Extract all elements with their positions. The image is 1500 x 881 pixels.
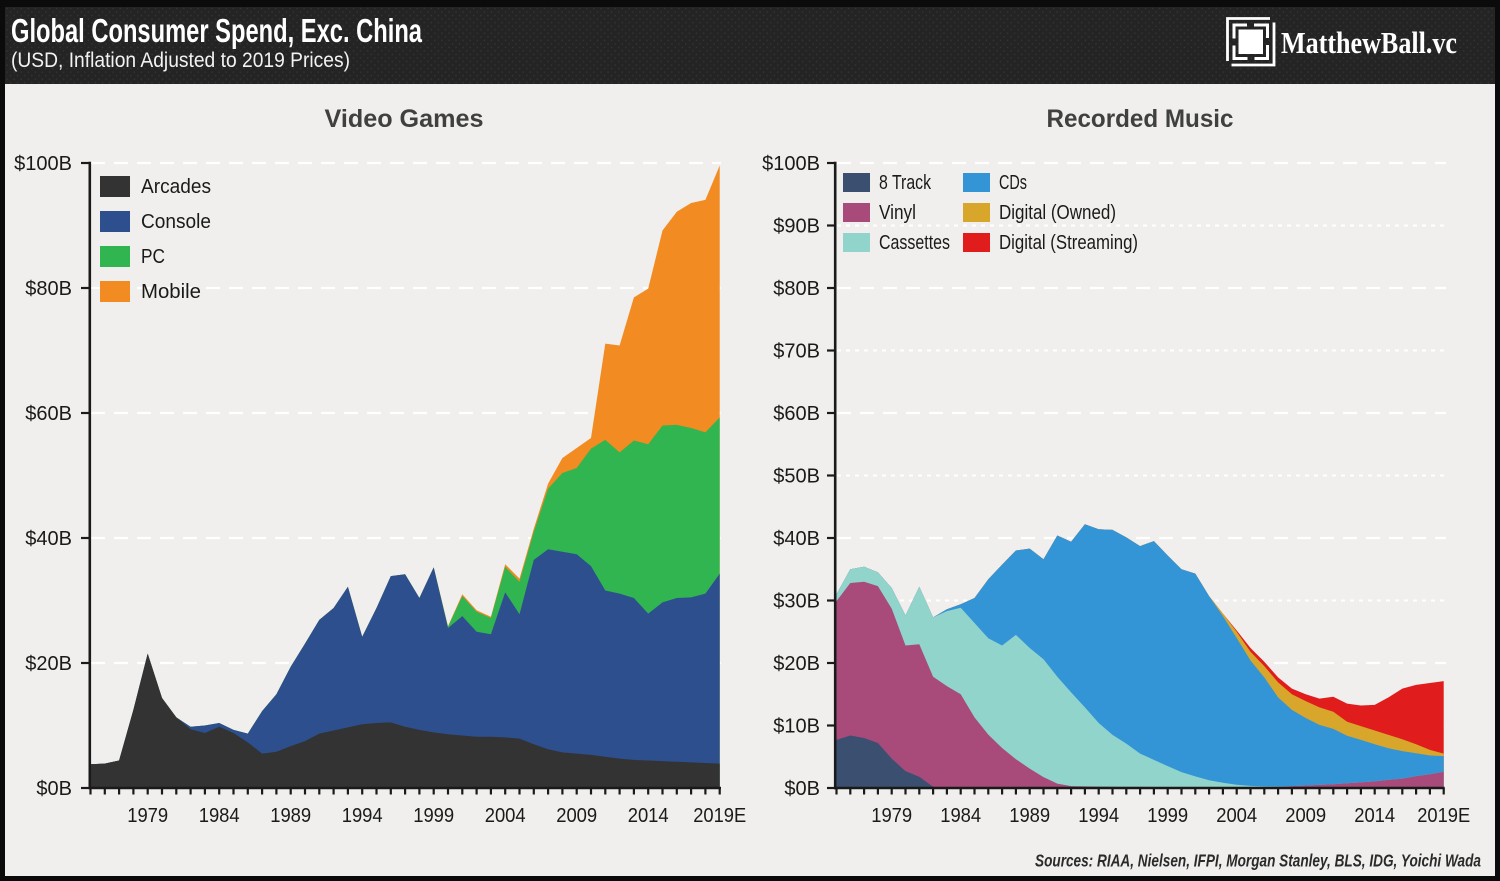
svg-text:$30B: $30B: [773, 591, 820, 613]
svg-text:Cassettes: Cassettes: [879, 232, 950, 254]
svg-text:2009: 2009: [1285, 804, 1326, 827]
svg-text:Mobile: Mobile: [141, 281, 201, 303]
svg-text:Recorded Music: Recorded Music: [1047, 105, 1234, 133]
svg-text:2004: 2004: [1216, 804, 1257, 827]
svg-text:$60B: $60B: [25, 403, 72, 425]
svg-text:8 Track: 8 Track: [879, 172, 932, 194]
svg-text:$0B: $0B: [784, 778, 820, 800]
svg-text:$10B: $10B: [773, 716, 820, 738]
svg-text:$80B: $80B: [773, 278, 820, 300]
svg-text:$40B: $40B: [25, 528, 72, 550]
svg-text:Arcades: Arcades: [141, 176, 211, 198]
svg-text:CDs: CDs: [999, 172, 1027, 194]
svg-text:(USD, Inflation Adjusted to 20: (USD, Inflation Adjusted to 2019 Prices): [11, 49, 350, 72]
svg-text:1989: 1989: [1009, 804, 1050, 827]
svg-text:1984: 1984: [940, 804, 981, 827]
svg-text:$40B: $40B: [773, 528, 820, 550]
svg-text:1979: 1979: [871, 804, 912, 827]
svg-text:$70B: $70B: [773, 341, 820, 363]
svg-text:1994: 1994: [1078, 804, 1119, 827]
svg-text:1994: 1994: [342, 804, 383, 827]
svg-text:1999: 1999: [413, 804, 454, 827]
svg-text:1999: 1999: [1147, 804, 1188, 827]
svg-text:$60B: $60B: [773, 403, 820, 425]
svg-text:2009: 2009: [556, 804, 597, 827]
svg-text:$0B: $0B: [36, 778, 72, 800]
svg-text:$100B: $100B: [762, 153, 820, 175]
svg-text:2014: 2014: [1354, 804, 1395, 827]
svg-text:Global Consumer Spend, Exc. Ch: Global Consumer Spend, Exc. China: [11, 12, 422, 49]
svg-text:2014: 2014: [628, 804, 669, 827]
svg-text:PC: PC: [141, 246, 165, 268]
svg-text:1989: 1989: [270, 804, 311, 827]
svg-text:MatthewBall.vc: MatthewBall.vc: [1281, 25, 1457, 60]
svg-text:Video Games: Video Games: [325, 105, 484, 133]
svg-text:1979: 1979: [127, 804, 168, 827]
svg-text:$80B: $80B: [25, 278, 72, 300]
svg-text:Digital (Streaming): Digital (Streaming): [999, 232, 1138, 254]
svg-text:$50B: $50B: [773, 466, 820, 488]
svg-text:Vinyl: Vinyl: [879, 202, 916, 224]
svg-text:Sources: RIAA, Nielsen, IFPI,: Sources: RIAA, Nielsen, IFPI, Morgan Sta…: [1035, 851, 1481, 871]
svg-text:$90B: $90B: [773, 216, 820, 238]
svg-text:$20B: $20B: [25, 653, 72, 675]
svg-text:$100B: $100B: [14, 153, 72, 175]
svg-text:Console: Console: [141, 211, 211, 233]
svg-text:2019E: 2019E: [1417, 804, 1470, 827]
svg-text:2019E: 2019E: [693, 804, 746, 827]
svg-text:1984: 1984: [199, 804, 240, 827]
svg-text:$20B: $20B: [773, 653, 820, 675]
svg-text:2004: 2004: [485, 804, 526, 827]
svg-text:Digital (Owned): Digital (Owned): [999, 202, 1116, 224]
